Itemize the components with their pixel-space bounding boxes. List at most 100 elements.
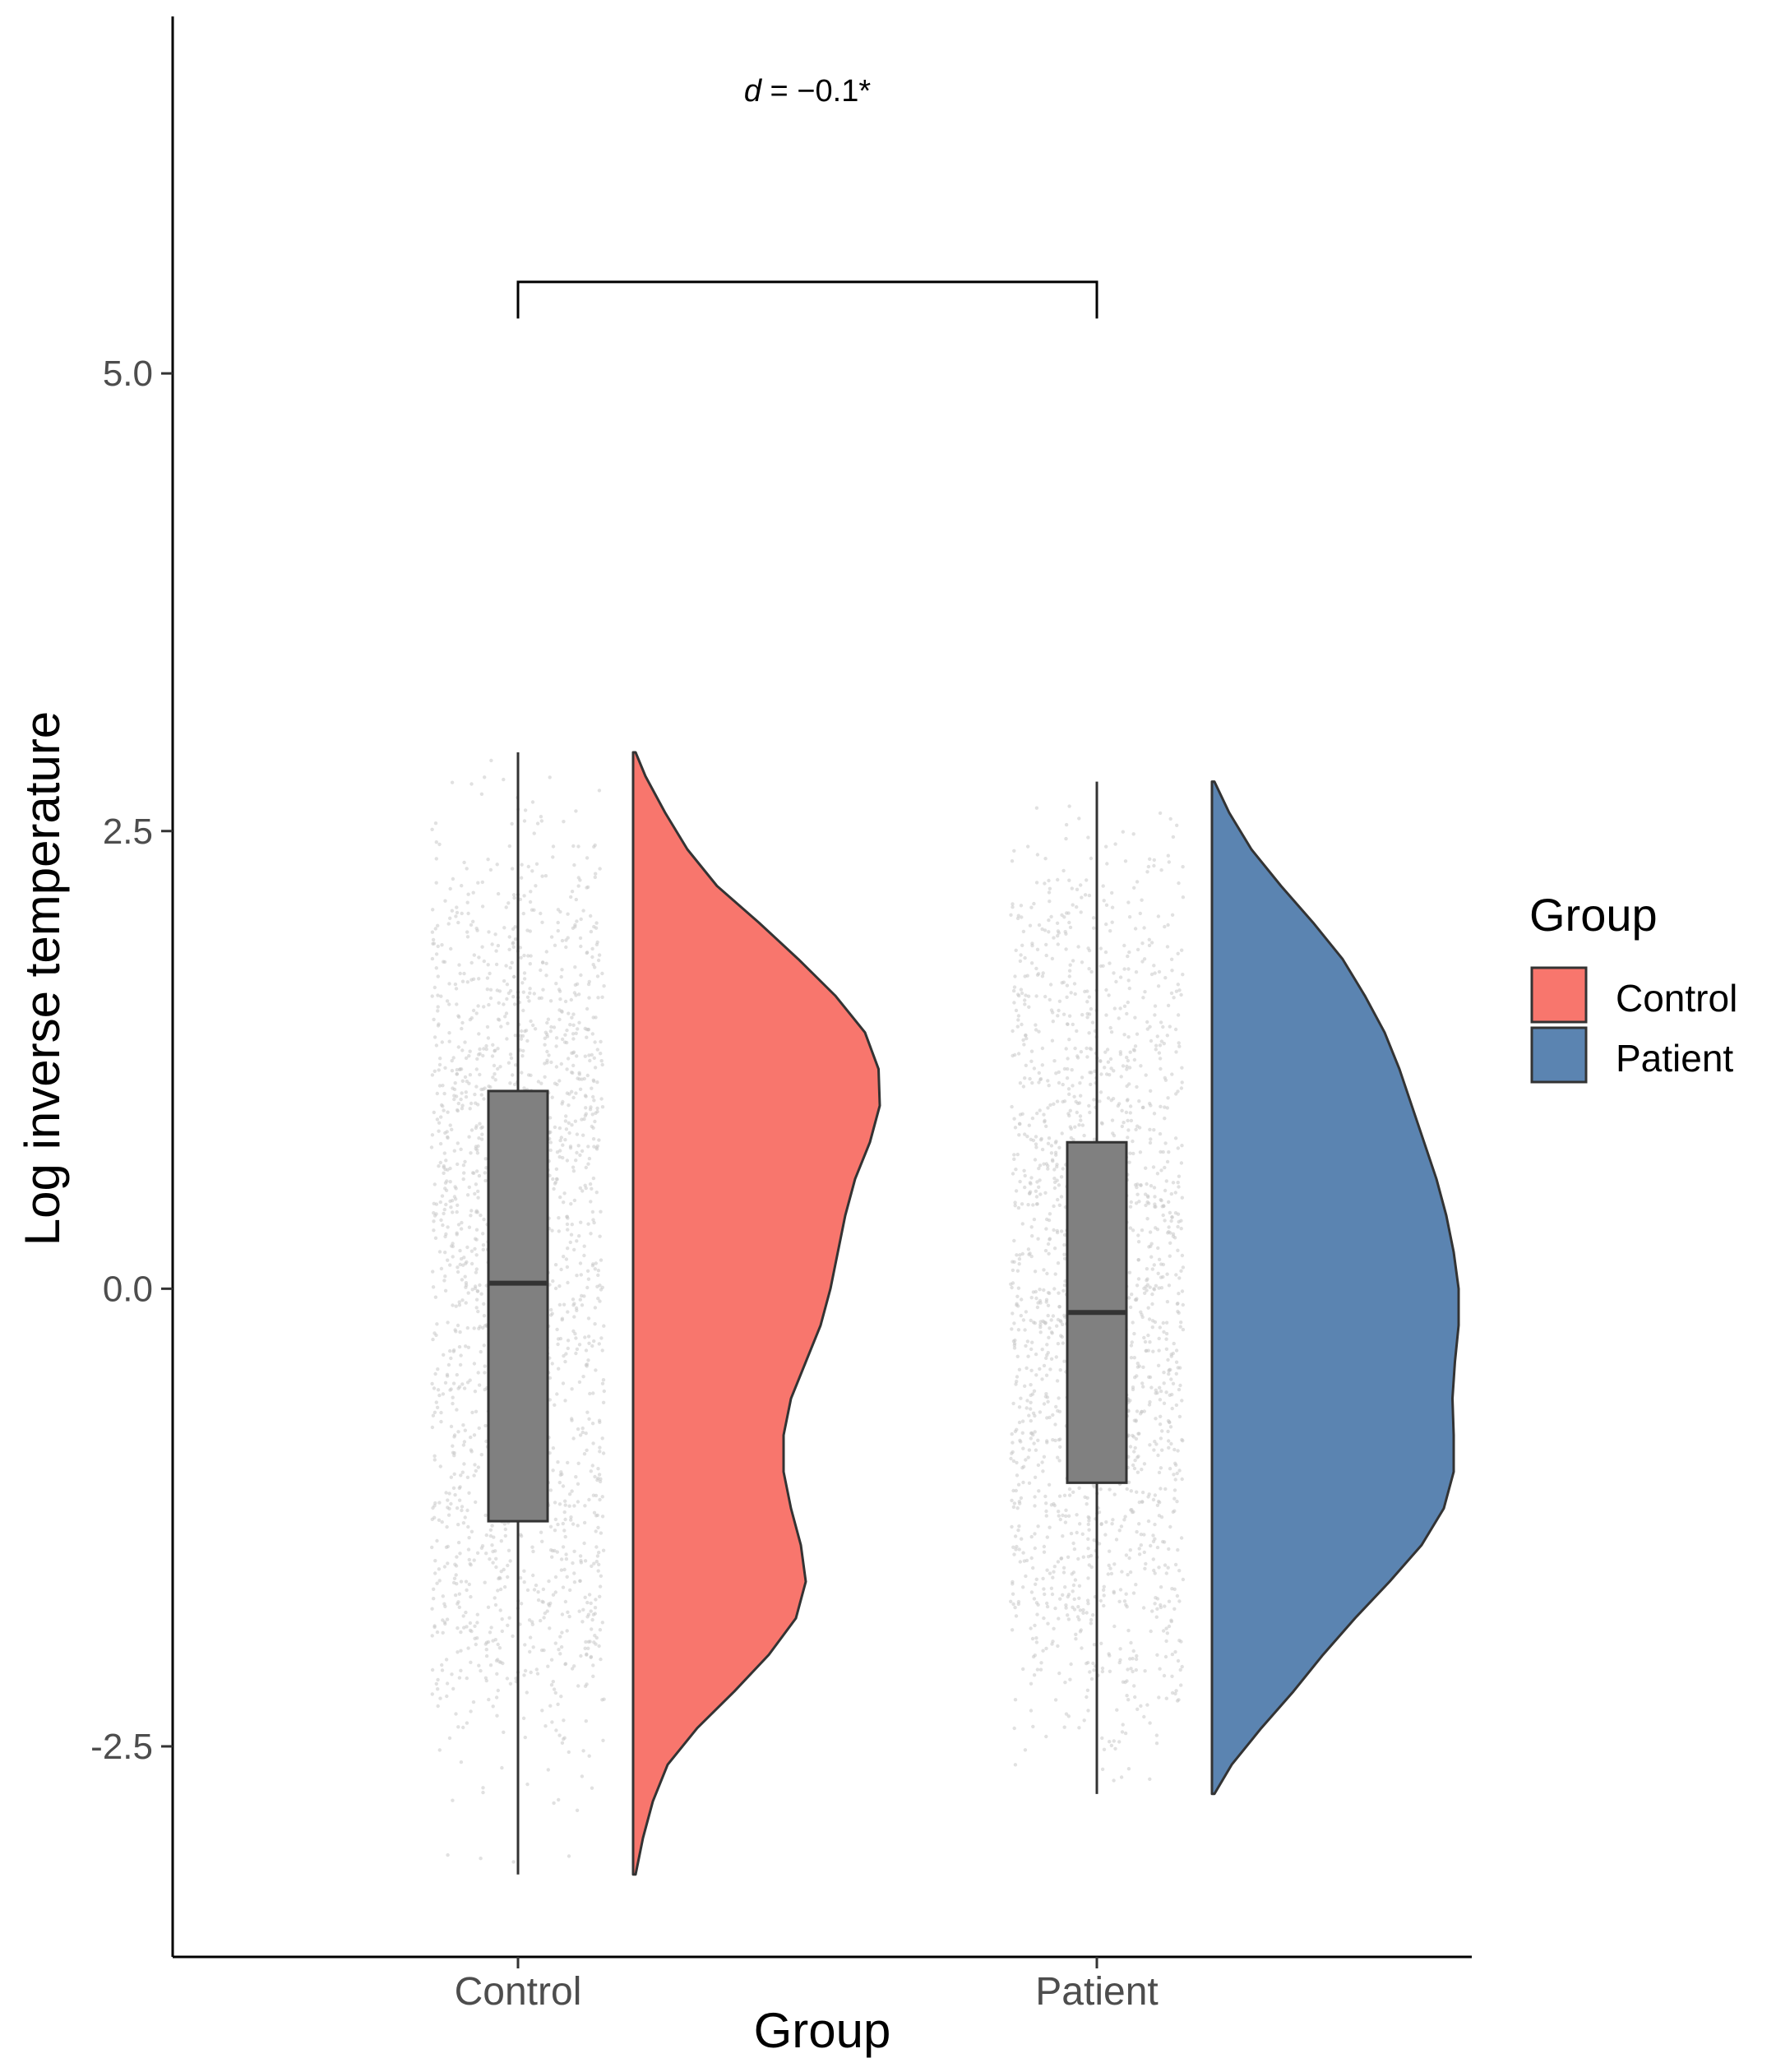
jitter-point xyxy=(592,1510,597,1515)
jitter-point xyxy=(458,1248,462,1253)
jitter-point xyxy=(1091,916,1096,920)
jitter-point xyxy=(1011,1053,1015,1058)
jitter-point xyxy=(1066,1514,1071,1519)
jitter-point xyxy=(433,927,437,931)
jitter-point xyxy=(551,1548,555,1553)
jitter-point xyxy=(1110,905,1115,909)
jitter-point xyxy=(502,1730,506,1734)
jitter-point xyxy=(476,1465,480,1469)
jitter-point xyxy=(1072,1597,1076,1602)
jitter-point xyxy=(461,1177,465,1182)
jitter-points-layer xyxy=(429,758,1186,1864)
jitter-point xyxy=(1098,1090,1103,1094)
jitter-point xyxy=(551,844,556,849)
jitter-point xyxy=(1024,1036,1029,1041)
jitter-point xyxy=(1029,1347,1034,1352)
jitter-point xyxy=(1152,1112,1157,1116)
jitter-point xyxy=(548,1626,552,1630)
jitter-point xyxy=(505,983,510,987)
jitter-point xyxy=(532,908,536,913)
jitter-point xyxy=(474,1085,479,1089)
jitter-point xyxy=(568,1023,572,1027)
jitter-point xyxy=(1131,1510,1135,1515)
jitter-point xyxy=(575,982,580,987)
jitter-point xyxy=(594,1642,598,1646)
jitter-point xyxy=(1180,1289,1185,1293)
jitter-point xyxy=(518,946,522,950)
jitter-point xyxy=(587,1497,591,1502)
jitter-point xyxy=(1016,1328,1021,1332)
jitter-point xyxy=(473,1237,478,1241)
jitter-point xyxy=(1108,1566,1112,1570)
jitter-point xyxy=(1052,1565,1057,1569)
jitter-point xyxy=(1075,1615,1080,1619)
jitter-point xyxy=(454,1304,458,1308)
jitter-point xyxy=(1046,1079,1050,1083)
jitter-point xyxy=(469,1594,473,1599)
jitter-point xyxy=(1119,1524,1124,1529)
jitter-point xyxy=(496,1658,500,1662)
jitter-point xyxy=(1138,911,1143,916)
jitter-point xyxy=(529,1670,533,1675)
jitter-point xyxy=(1145,1200,1149,1205)
jitter-point xyxy=(525,928,530,932)
jitter-point xyxy=(1158,1385,1162,1390)
jitter-point xyxy=(437,1501,442,1505)
jitter-point xyxy=(576,844,580,849)
jitter-point xyxy=(1061,1082,1065,1087)
jitter-point xyxy=(445,1130,449,1134)
jitter-point xyxy=(433,1501,437,1505)
jitter-point xyxy=(551,1177,555,1182)
jitter-point xyxy=(1048,1415,1052,1420)
jitter-point xyxy=(456,1203,460,1208)
jitter-point xyxy=(1018,1253,1022,1257)
jitter-point xyxy=(1144,1073,1148,1077)
jitter-point xyxy=(451,1255,455,1259)
jitter-point xyxy=(1112,1069,1116,1073)
jitter-point xyxy=(593,1606,598,1610)
jitter-point xyxy=(483,1580,487,1584)
jitter-point xyxy=(578,1433,583,1437)
jitter-point xyxy=(1038,1367,1042,1371)
jitter-point xyxy=(1169,1354,1174,1358)
jitter-point xyxy=(589,929,594,934)
jitter-point xyxy=(462,1462,466,1466)
jitter-point xyxy=(1149,1255,1154,1259)
jitter-point xyxy=(1170,1674,1174,1679)
jitter-point xyxy=(1055,921,1060,926)
jitter-point xyxy=(570,1051,574,1056)
jitter-point xyxy=(521,1048,525,1053)
jitter-point xyxy=(576,1027,580,1031)
jitter-point xyxy=(528,1649,532,1654)
jitter-point xyxy=(522,894,526,898)
jitter-point xyxy=(502,978,506,983)
jitter-point xyxy=(1051,1438,1055,1442)
jitter-point xyxy=(511,974,516,979)
jitter-point xyxy=(1014,1168,1018,1172)
jitter-point xyxy=(549,935,554,939)
jitter-point xyxy=(456,1602,460,1606)
jitter-point xyxy=(1159,1066,1163,1071)
jitter-point xyxy=(1063,1585,1067,1589)
jitter-point xyxy=(1112,1778,1116,1783)
jitter-point xyxy=(554,1728,558,1732)
jitter-point xyxy=(1065,983,1070,987)
jitter-point xyxy=(1071,1570,1076,1575)
jitter-point xyxy=(1175,1593,1180,1598)
jitter-point xyxy=(1148,1443,1152,1447)
jitter-point xyxy=(558,1195,562,1200)
jitter-point xyxy=(1029,1709,1034,1713)
jitter-point xyxy=(1062,1283,1067,1288)
jitter-point xyxy=(1034,1296,1038,1301)
jitter-point xyxy=(467,1491,471,1496)
jitter-point xyxy=(1055,1379,1060,1383)
jitter-point xyxy=(1027,1005,1031,1010)
jitter-point xyxy=(546,1768,550,1772)
jitter-point xyxy=(465,867,469,871)
jitter-point xyxy=(1036,1438,1040,1443)
jitter-point xyxy=(1016,1018,1020,1022)
jitter-point xyxy=(463,1040,467,1044)
jitter-point xyxy=(486,1036,491,1040)
jitter-point xyxy=(1176,1449,1180,1453)
jitter-point xyxy=(599,1657,603,1662)
